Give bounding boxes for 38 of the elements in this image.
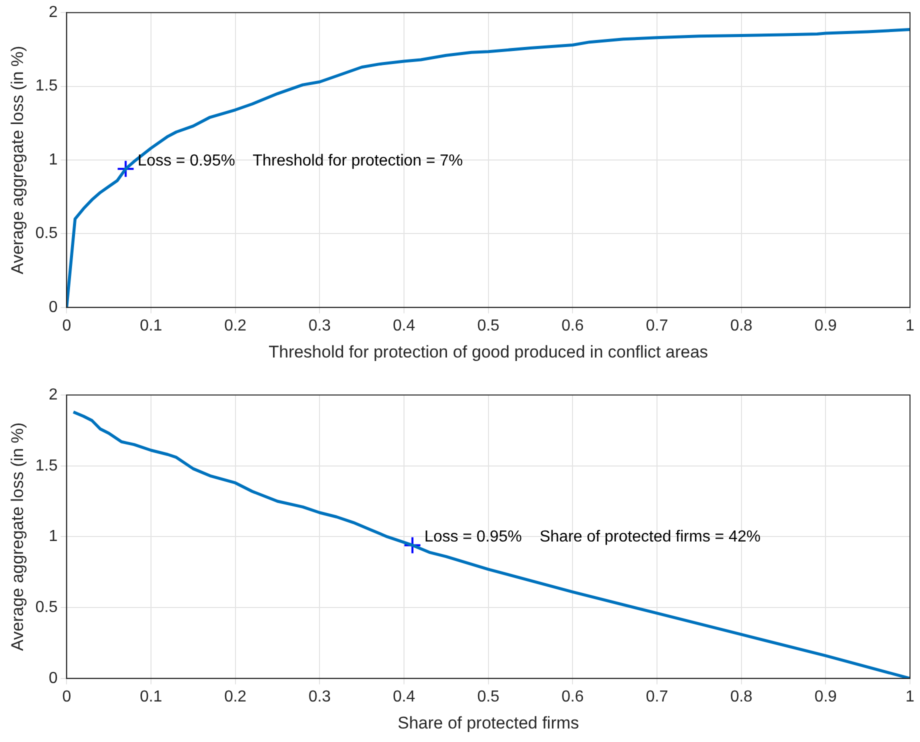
y-tick-label: 2: [48, 4, 58, 22]
y-tick-label: 1: [48, 151, 58, 168]
x-tick-label: 0.6: [562, 317, 584, 334]
annotation: Loss = 0.95% Threshold for protection = 7%: [138, 152, 463, 170]
x-tick-label: 0.3: [308, 317, 331, 334]
x-tick-label: 0.8: [730, 688, 753, 706]
x-tick-label: 0.9: [814, 688, 837, 706]
x-tick-label: 0.2: [224, 317, 247, 334]
x-tick-label: 0.2: [224, 688, 247, 706]
y-tick-label: 1: [48, 528, 58, 546]
y-tick-label: 2: [48, 386, 58, 404]
x-tick-label: 0.9: [814, 317, 837, 334]
y-tick-label: 0: [48, 670, 58, 687]
y-tick-label: 1.5: [35, 78, 58, 95]
x-tick-label: 0.5: [477, 317, 500, 334]
x-axis-title: Share of protected firms: [398, 713, 580, 732]
x-tick-label: 0: [62, 688, 72, 706]
x-tick-label: 0.6: [562, 688, 584, 706]
x-tick-label: 0.1: [140, 688, 162, 706]
x-tick-label: 0: [62, 317, 72, 334]
x-tick-label: 1: [906, 317, 915, 334]
y-tick-label: 0.5: [35, 225, 58, 242]
x-tick-label: 0.1: [140, 317, 162, 334]
x-tick-label: 0.4: [392, 317, 416, 334]
y-tick-label: 0: [48, 298, 58, 316]
x-tick-label: 0.3: [308, 688, 331, 706]
y-tick-label: 1.5: [35, 457, 58, 474]
x-tick-label: 1: [906, 688, 915, 706]
x-axis-title: Threshold for protection of good produced in conflict areas: [268, 342, 708, 362]
x-tick-label: 0.7: [646, 688, 668, 706]
x-tick-label: 0.7: [646, 317, 668, 334]
x-tick-label: 0.5: [477, 688, 500, 706]
x-tick-label: 0.8: [730, 317, 753, 334]
y-tick-label: 0.5: [35, 598, 58, 616]
y-axis-title: Average aggregate loss (in %): [8, 422, 27, 651]
annotation: Loss = 0.95% Share of protected firms = 42%: [424, 528, 761, 546]
x-tick-label: 0.4: [392, 688, 416, 706]
y-axis-title: Average aggregate loss (in %): [8, 46, 27, 274]
